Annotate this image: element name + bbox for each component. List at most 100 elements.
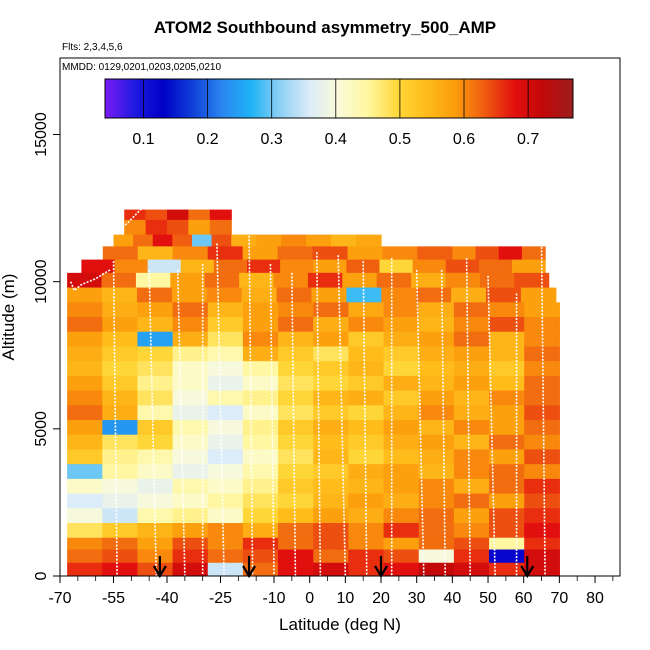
heatmap-cell (172, 508, 209, 524)
heatmap-cell (313, 302, 350, 318)
colorbar-tick-label: 0.2 (196, 131, 218, 148)
heatmap-cell (242, 420, 279, 436)
heatmap-cell (213, 259, 248, 274)
heatmap-cell (453, 302, 490, 318)
heatmap-cell (306, 234, 332, 247)
heatmap-cell (102, 493, 139, 509)
heatmap-cell (242, 331, 279, 347)
heatmap-cell (67, 549, 103, 564)
heatmap-cell (418, 508, 455, 524)
heatmap-cell (242, 317, 279, 333)
heatmap-cell (170, 272, 206, 288)
heatmap-cell (145, 209, 168, 221)
x-tick-label: 50 (479, 590, 497, 607)
x-tick-label: -10 (262, 590, 285, 607)
flight-profile-line (544, 242, 560, 248)
heatmap-cell (348, 346, 385, 362)
heatmap-cell (313, 434, 350, 450)
heatmap-cell (520, 287, 557, 303)
heatmap-cell (172, 405, 209, 421)
heatmap-cell (207, 317, 244, 333)
x-tick-label: 10 (336, 590, 354, 607)
heatmap-cell (102, 390, 139, 406)
heatmap-cell (278, 420, 314, 436)
heatmap-cell (383, 508, 420, 524)
heatmap-cell (418, 478, 455, 494)
heatmap-cell (524, 523, 560, 539)
heatmap-cell (383, 493, 420, 509)
heatmap-cell (489, 302, 525, 318)
heatmap-cell (348, 317, 385, 333)
dates-label: MMDD: 0129,0201,0203,0205,0210 (62, 62, 222, 73)
heatmap-cell (247, 259, 281, 274)
heatmap-cell (489, 331, 525, 347)
heatmap-cell (207, 246, 244, 261)
heatmap-cell (242, 375, 279, 391)
colorbar-tick-label: 0.4 (325, 131, 347, 148)
heatmap-cell (278, 562, 314, 576)
heatmap-cell (453, 405, 490, 421)
flight-profile-line (465, 258, 471, 576)
heatmap-cell (524, 375, 560, 391)
heatmap-cell (278, 375, 314, 391)
heatmap-cell (172, 331, 209, 347)
heatmap-cell (453, 508, 490, 524)
heatmap-cell (207, 464, 244, 480)
heatmap-cell (102, 405, 139, 421)
colorbar-tick-label: 0.1 (132, 131, 154, 148)
heatmap-cell (479, 272, 515, 288)
heatmap-cell (278, 361, 314, 377)
heatmap-cell (453, 420, 490, 436)
heatmap-cell (524, 302, 560, 318)
heatmap-cell (348, 420, 385, 436)
heatmap-cell (489, 562, 525, 576)
heatmap-cell (489, 405, 525, 421)
y-tick-label: 5000 (33, 411, 50, 447)
heatmap-cell (418, 331, 455, 347)
heatmap-cell (67, 420, 103, 436)
heatmap-cell (383, 537, 420, 550)
heatmap-cell (152, 234, 173, 247)
heatmap-cell (383, 346, 420, 362)
heatmap-cell (348, 537, 385, 550)
heatmap-cell (137, 549, 174, 564)
heatmap-cell (102, 375, 139, 391)
heatmap-cell (418, 317, 455, 333)
heatmap-cell (172, 562, 209, 576)
heatmap-cell (242, 361, 279, 377)
x-tick-label: -70 (48, 590, 71, 607)
heatmap-cell (383, 390, 420, 406)
heatmap-cell (137, 346, 174, 362)
heatmap-cell (67, 464, 103, 480)
heatmap-cell (281, 234, 307, 247)
heatmap-cell (313, 478, 350, 494)
heatmap-cell (453, 331, 490, 347)
heatmap-cell (383, 478, 420, 494)
heatmap-cell (453, 317, 490, 333)
heatmap-cell (209, 219, 232, 235)
heatmap-cell (137, 464, 174, 480)
heatmap-cell (242, 390, 279, 406)
heatmap-cell (137, 361, 174, 377)
heatmap-cell (383, 302, 420, 318)
heatmap-cell (418, 464, 455, 480)
flight-profile-line (487, 275, 496, 576)
heatmap-cell (348, 331, 385, 347)
heatmap-cell (207, 493, 244, 509)
flight-profile-line (337, 255, 347, 576)
heatmap-cell (278, 508, 314, 524)
heatmap-cell (147, 259, 182, 274)
heatmap-cell (278, 390, 314, 406)
colorbar-tick-label: 0.3 (261, 131, 283, 148)
heatmap-cell (102, 317, 139, 333)
heatmap-cell (342, 272, 378, 288)
heatmap-cell (278, 346, 314, 362)
heatmap-cell (356, 234, 382, 247)
heatmap-cell (521, 246, 546, 261)
heatmap-cell (489, 523, 525, 539)
heatmap-cell (307, 272, 343, 288)
chart-title: ATOM2 Southbound asymmetry_500_AMP (153, 18, 497, 37)
heatmap-cell (452, 246, 477, 261)
heatmap-cell (188, 219, 211, 235)
heatmap-cell (207, 537, 244, 550)
